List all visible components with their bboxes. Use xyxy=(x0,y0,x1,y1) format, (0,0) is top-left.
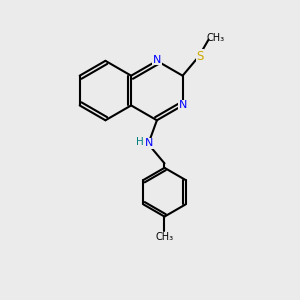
Text: S: S xyxy=(196,50,204,63)
Text: N: N xyxy=(145,138,153,148)
Text: CH₃: CH₃ xyxy=(155,232,174,242)
Text: CH₃: CH₃ xyxy=(207,33,225,43)
Text: N: N xyxy=(179,100,188,110)
Text: H: H xyxy=(136,136,144,147)
Text: N: N xyxy=(153,55,161,65)
